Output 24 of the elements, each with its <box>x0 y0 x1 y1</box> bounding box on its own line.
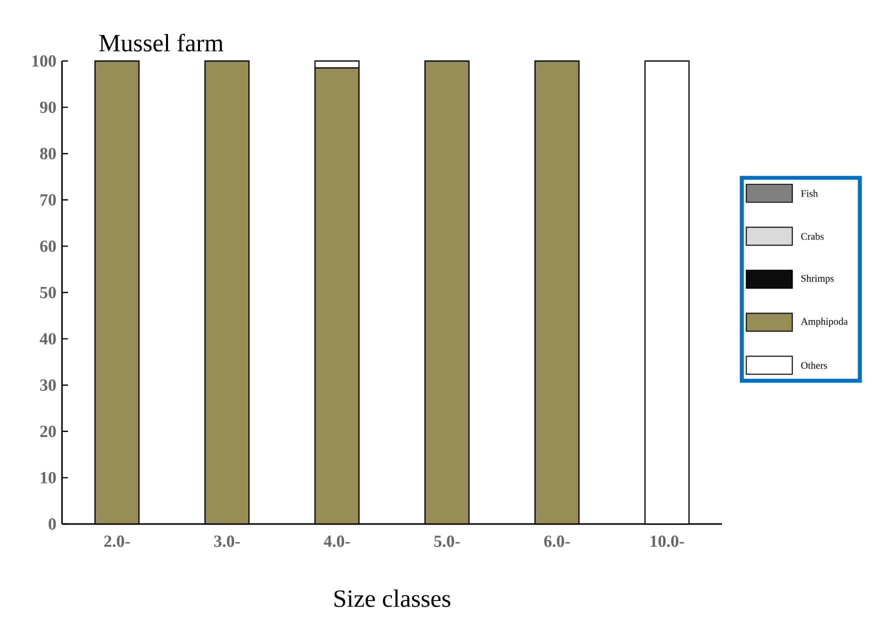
y-tick-label: 0 <box>48 518 56 530</box>
y-tick-label: 80 <box>40 148 56 160</box>
legend-label: Amphipoda <box>800 318 848 327</box>
x-tick-label: 3.0- <box>214 536 240 548</box>
y-tick-label: 90 <box>40 102 56 114</box>
legend-label: Crabs <box>801 232 824 240</box>
x-tick-label: 4.0- <box>324 536 350 548</box>
y-tick-label: 10 <box>40 472 56 484</box>
legend-label: Shrimps <box>801 274 834 284</box>
x-tick-label: 2.0- <box>104 536 130 548</box>
x-tick-label: 5.0- <box>434 536 460 548</box>
y-tick-label: 20 <box>40 426 56 438</box>
x-tick-label: 6.0- <box>544 536 570 548</box>
y-tick-label: 100 <box>32 55 56 67</box>
legend-label: Others <box>801 362 828 369</box>
y-tick-label: 30 <box>40 379 56 391</box>
y-tick-label: 50 <box>40 286 56 298</box>
legend-label: Fish <box>801 190 818 197</box>
x-tick-label: 10.0- <box>650 536 684 548</box>
chart-title: Mussel farm <box>99 34 224 52</box>
y-tick-label: 60 <box>40 240 56 252</box>
y-tick-label: 70 <box>40 194 56 206</box>
x-axis-title: Size classes <box>334 590 450 608</box>
y-tick-label: 40 <box>40 333 56 345</box>
